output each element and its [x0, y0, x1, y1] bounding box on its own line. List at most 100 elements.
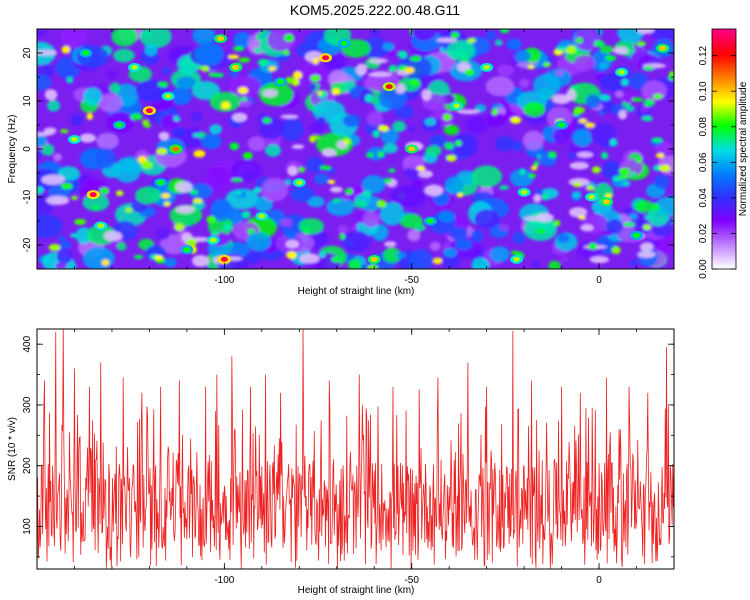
heatmap-blob-core [333, 198, 340, 204]
heatmap-blob [53, 153, 62, 162]
heatmap-blob [514, 49, 531, 63]
heatmap-blob [506, 38, 522, 50]
heatmap-blob [233, 32, 252, 48]
colorbar-step [712, 213, 736, 216]
heatmap-blob [615, 90, 624, 99]
heatmap-trough [321, 148, 337, 158]
heatmap-blob [164, 257, 177, 268]
colorbar-step [712, 151, 736, 154]
heatmap-blob-core [491, 108, 498, 116]
colorbar-step [712, 225, 736, 228]
heatmap-blob [600, 45, 614, 54]
heatmap-blob-core [240, 96, 248, 102]
heatmap-blob-core [71, 195, 78, 200]
heatmap-blob [307, 196, 325, 208]
heatmap-blob-core [533, 161, 540, 167]
heatmap-blob-core [299, 166, 306, 173]
heatmap-trough [566, 89, 576, 101]
heatmap-trough [576, 151, 594, 158]
heatmap-blob [654, 174, 670, 189]
colorbar-step [712, 235, 736, 238]
heatmap-peak [618, 69, 626, 75]
heatmap-blob-core [604, 55, 617, 62]
heatmap-trough [590, 256, 609, 264]
heatmap-trough [175, 181, 193, 193]
heatmap-blob [225, 188, 260, 210]
heatmap-blob [447, 40, 476, 61]
heatmap-blob [489, 246, 510, 263]
heatmap-blob-core [309, 135, 316, 143]
colorbar-step [712, 41, 736, 44]
colorbar-step [712, 193, 736, 196]
heatmap-blob [316, 116, 327, 126]
heatmap-blob-core [621, 78, 629, 86]
heatmap-blob [424, 117, 436, 126]
heatmap-blob [290, 186, 314, 202]
heatmap-blob [444, 176, 464, 195]
heatmap-blob-core [285, 76, 295, 84]
colorbar-step [712, 89, 736, 92]
heatmap-trough [569, 207, 588, 218]
colorbar-step [712, 69, 736, 72]
heatmap-blob [302, 226, 312, 235]
heatmap-blob-core [528, 173, 537, 178]
snr-ylabel: SNR (10 * v/v) [7, 417, 18, 481]
heatmap-peak [157, 180, 165, 186]
heatmap-blob-core [642, 66, 655, 71]
heatmap-blob [47, 100, 61, 112]
heatmap-blob [555, 69, 564, 76]
heatmap-blob [585, 94, 601, 109]
heatmap-blob [557, 233, 570, 243]
heatmap-blob [59, 241, 72, 249]
heatmap-blob-core [200, 65, 210, 72]
heatmap-blob-core [510, 116, 522, 124]
heatmap-blob [625, 105, 635, 112]
colorbar-step [712, 127, 736, 130]
heatmap-blob-core [618, 174, 629, 180]
heatmap-blob-core [377, 151, 384, 158]
colorbar-step [712, 73, 736, 76]
heatmap-blob [348, 259, 361, 269]
heatmap-blob-core [268, 66, 276, 72]
colorbar-step [712, 163, 736, 166]
heatmap-blob [98, 93, 123, 113]
heatmap-blob-core [553, 219, 561, 227]
colorbar-ticks: 0.00 0.02 0.04 0.06 0.08 0.10 0.12 [698, 45, 736, 279]
heatmap-blob-core [642, 224, 651, 231]
colorbar-step [712, 169, 736, 172]
heatmap-blob [41, 143, 55, 156]
heatmap-blob [342, 114, 361, 128]
heatmap-blob [93, 148, 116, 169]
heatmap-blob-core [451, 31, 459, 39]
heatmap-peak [520, 189, 528, 195]
heatmap-trough [424, 184, 444, 196]
heatmap-blob-core [372, 130, 380, 138]
heatmap-trough [103, 231, 123, 242]
heatmap-peak [322, 55, 330, 61]
heatmap-blob [362, 211, 380, 228]
heatmap-trough [46, 195, 70, 205]
heatmap-blob [474, 209, 501, 229]
heatmap-blob [576, 240, 604, 259]
colorbar-step [712, 229, 736, 232]
heatmap-blob-core [388, 168, 396, 173]
heatmap-blob-core [233, 46, 245, 52]
colorbar-step [712, 175, 736, 178]
heatmap-peak [659, 45, 667, 51]
heatmap-peak [217, 36, 225, 42]
heatmap-blob [622, 180, 631, 187]
heatmap-peak [70, 136, 78, 142]
heatmap-blob-core [631, 97, 644, 102]
heatmap-trough [231, 112, 248, 123]
colorbar: 0.00 0.02 0.04 0.06 0.08 0.10 0.12 Normalized … [698, 28, 749, 279]
heatmap-blob [144, 43, 158, 56]
colorbar-step [712, 145, 736, 148]
heatmap-blob [171, 127, 186, 137]
heatmap-blob [406, 125, 415, 133]
heatmap-blob [523, 101, 546, 117]
snr-xlabel: Height of straight line (km) [298, 585, 415, 596]
colorbar-step [712, 165, 736, 168]
heatmap-blob-core [567, 45, 577, 51]
heatmap-blob-core [221, 101, 231, 109]
